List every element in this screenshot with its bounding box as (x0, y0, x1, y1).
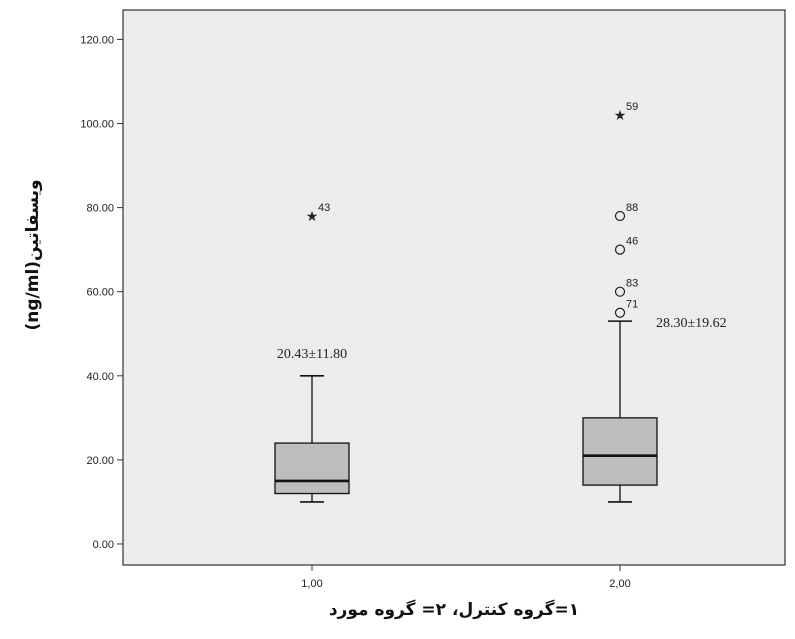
y-tick-label: 20.00 (86, 455, 114, 467)
outlier-label: 43 (318, 202, 330, 214)
outlier-star: ★ (306, 209, 319, 225)
x-axis-label: ۱=گروه کنترل، ۲= گروه مورد (329, 599, 579, 620)
x-tick-label: 2,00 (609, 578, 630, 590)
outlier-circle (614, 307, 626, 318)
y-tick-label: 100.00 (80, 119, 114, 131)
outlier-circle (614, 244, 626, 255)
x-tick-label: 1,00 (301, 578, 322, 590)
y-tick-label: 40.00 (86, 371, 114, 383)
iqr-box (582, 417, 658, 486)
y-tick-label: 80.00 (86, 203, 114, 215)
iqr-box (274, 442, 350, 495)
x-axis: 1,00 2,00 (301, 565, 631, 590)
boxplot-group: 28.30±19.62 ★59 88 46 83 71 (582, 101, 727, 503)
outlier-label: 83 (626, 278, 638, 290)
y-axis-label: ویسفاتین(ng/ml) (23, 179, 43, 330)
outlier-label: 59 (626, 101, 638, 113)
outlier-star: ★ (614, 108, 627, 124)
y-axis: 0.00 20.00 40.00 60.00 80.00 100.00 120.00 (80, 34, 123, 551)
y-tick-label: 0.00 (93, 539, 114, 551)
boxplot-group: 20.43±11.80 ★43 (274, 202, 350, 503)
plot-area (122, 9, 786, 566)
group-annotation: 28.30±19.62 (656, 316, 727, 331)
outlier-label: 71 (626, 299, 638, 311)
y-tick-label: 120.00 (80, 34, 114, 46)
group-annotation: 20.43±11.80 (277, 347, 347, 362)
outlier-circle (614, 210, 626, 222)
y-tick-label: 60.00 (86, 287, 114, 299)
outlier-label: 46 (626, 236, 638, 248)
outlier-circle (614, 286, 626, 297)
outlier-label: 88 (626, 202, 638, 214)
